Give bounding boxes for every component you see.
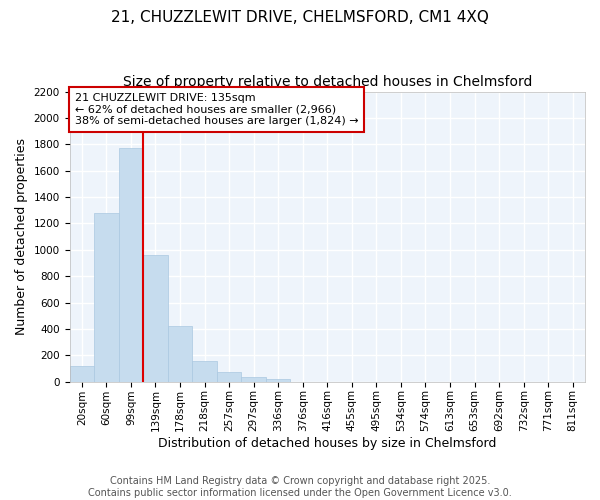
Bar bbox=[241, 377, 266, 382]
Y-axis label: Number of detached properties: Number of detached properties bbox=[15, 138, 28, 335]
Bar bbox=[168, 326, 192, 382]
Text: 21, CHUZZLEWIT DRIVE, CHELMSFORD, CM1 4XQ: 21, CHUZZLEWIT DRIVE, CHELMSFORD, CM1 4X… bbox=[111, 10, 489, 25]
Bar bbox=[70, 366, 94, 382]
X-axis label: Distribution of detached houses by size in Chelmsford: Distribution of detached houses by size … bbox=[158, 437, 496, 450]
Bar bbox=[94, 213, 119, 382]
Bar bbox=[192, 361, 217, 382]
Text: 21 CHUZZLEWIT DRIVE: 135sqm
← 62% of detached houses are smaller (2,966)
38% of : 21 CHUZZLEWIT DRIVE: 135sqm ← 62% of det… bbox=[74, 93, 358, 126]
Bar bbox=[217, 372, 241, 382]
Bar bbox=[266, 379, 290, 382]
Text: Contains HM Land Registry data © Crown copyright and database right 2025.
Contai: Contains HM Land Registry data © Crown c… bbox=[88, 476, 512, 498]
Bar bbox=[143, 255, 168, 382]
Bar bbox=[119, 148, 143, 382]
Title: Size of property relative to detached houses in Chelmsford: Size of property relative to detached ho… bbox=[122, 75, 532, 89]
